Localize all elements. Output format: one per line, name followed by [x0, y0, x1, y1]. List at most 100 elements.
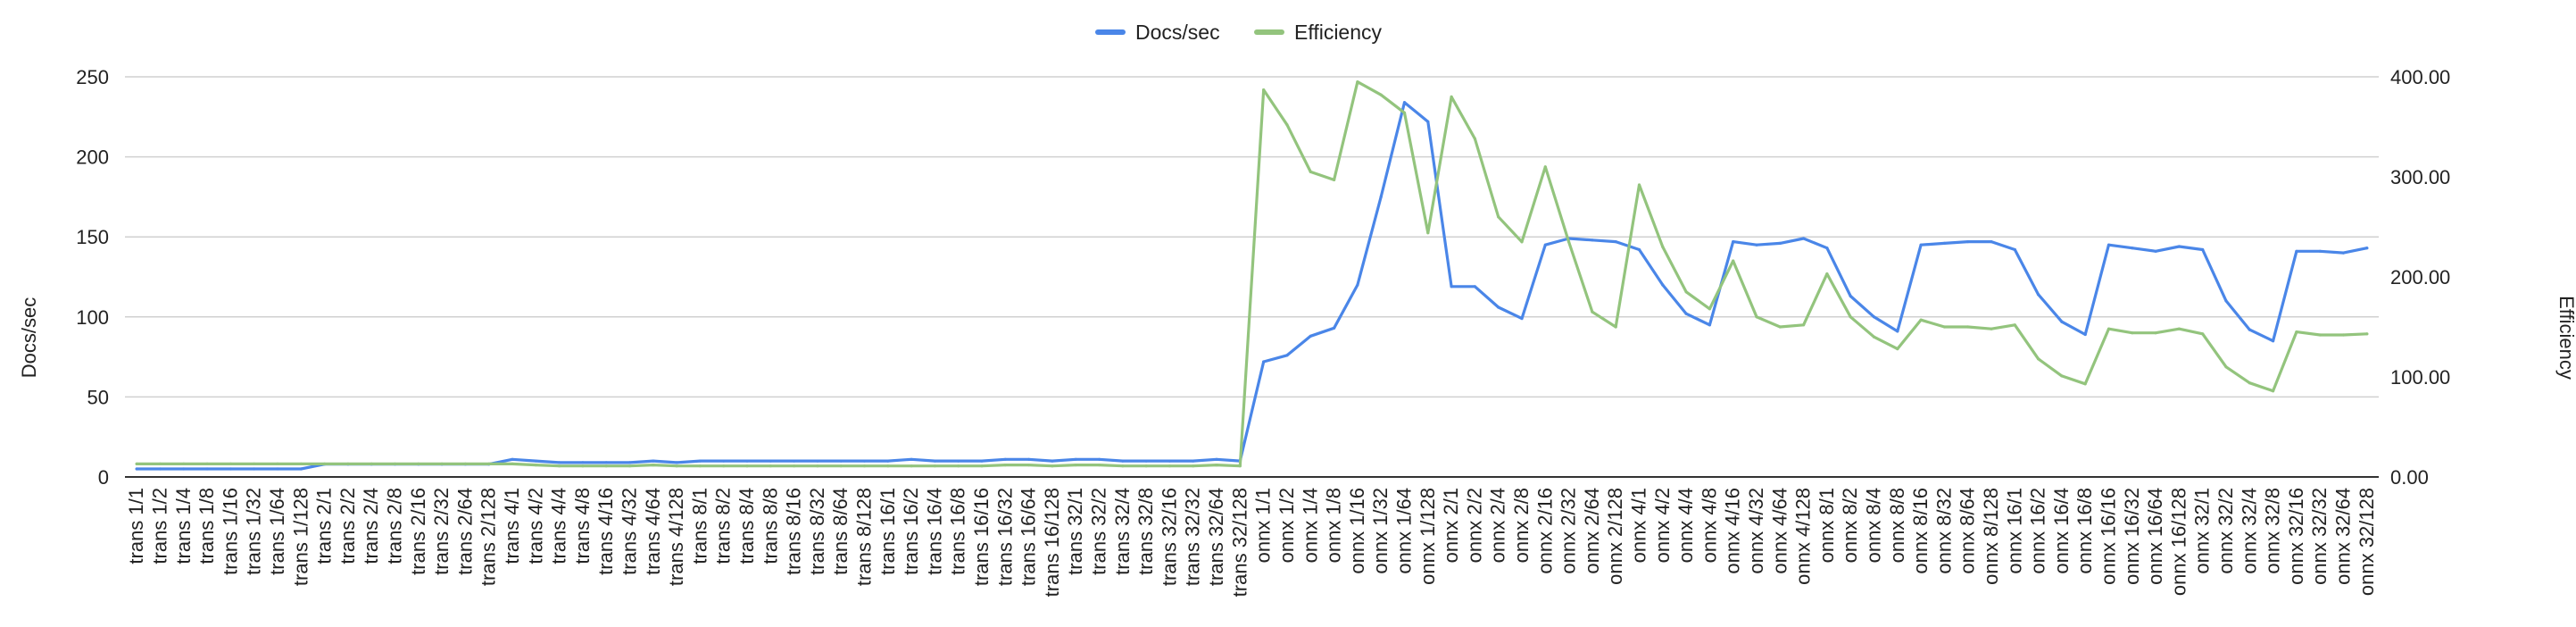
data-point-efficiency: [698, 464, 702, 468]
x-tick-label: trans 8/64: [829, 488, 852, 575]
data-point-efficiency: [135, 462, 138, 466]
x-tick-label: trans 4/4: [548, 488, 570, 564]
data-point-docs-sec: [1990, 240, 1993, 244]
x-tick-label: onnx 32/32: [2308, 488, 2331, 585]
data-point-docs-sec: [1591, 238, 1594, 242]
x-axis: trans 1/1 trans 1/2 trans 1/4 trans 1/8 tran…: [125, 488, 2378, 597]
data-point-efficiency: [2365, 332, 2369, 336]
data-point-efficiency: [1567, 240, 1571, 244]
data-point-efficiency: [1450, 95, 1453, 98]
x-tick-label: onnx 16/128: [2167, 488, 2190, 596]
data-point-efficiency: [1333, 178, 1336, 181]
x-tick-label: onnx 32/1: [2191, 488, 2214, 574]
data-point-docs-sec: [2013, 247, 2016, 252]
data-point-docs-sec: [1333, 326, 1336, 330]
x-tick-label: onnx 16/8: [2073, 488, 2096, 574]
y2-tick-label: 300.00: [2390, 166, 2450, 188]
data-point-efficiency: [957, 464, 960, 468]
data-point-efficiency: [1426, 231, 1430, 235]
data-point-efficiency: [2177, 327, 2181, 330]
data-point-efficiency: [1121, 464, 1125, 468]
data-point-efficiency: [1097, 464, 1101, 467]
data-point-efficiency: [2060, 374, 2064, 378]
x-tick-label: trans 4/32: [618, 488, 640, 575]
data-point-docs-sec: [745, 459, 749, 463]
data-point-docs-sec: [1003, 457, 1007, 461]
data-point-docs-sec: [2295, 249, 2298, 253]
x-tick-label: trans 1/64: [266, 488, 288, 575]
data-point-docs-sec: [253, 467, 256, 471]
x-tick-label: onnx 8/16: [1909, 488, 1932, 574]
data-point-efficiency: [276, 462, 279, 466]
data-point-docs-sec: [1379, 195, 1383, 198]
data-point-efficiency: [370, 462, 373, 466]
data-point-docs-sec: [558, 461, 561, 464]
data-point-efficiency: [558, 464, 561, 468]
y2-tick-label: 100.00: [2390, 366, 2450, 389]
x-tick-label: trans 32/128: [1228, 488, 1251, 597]
data-point-docs-sec: [534, 459, 537, 463]
data-point-efficiency: [511, 462, 514, 466]
data-point-efficiency: [2131, 331, 2134, 335]
y-axis-title: Docs/sec: [18, 297, 40, 378]
y-tick-label: 0: [98, 466, 109, 489]
x-tick-label: trans 8/4: [735, 488, 758, 564]
x-tick-label: onnx 1/32: [1369, 488, 1392, 574]
data-point-efficiency: [604, 464, 608, 468]
x-tick-label: onnx 8/128: [1980, 488, 2002, 585]
y-tick-label: 250: [76, 66, 109, 88]
data-point-efficiency: [2013, 323, 2016, 327]
x-tick-label: onnx 16/64: [2144, 488, 2166, 585]
x-tick-label: onnx 1/2: [1276, 488, 1298, 563]
data-point-docs-sec: [1426, 120, 1430, 123]
data-point-docs-sec: [2201, 247, 2205, 252]
right-y-axis: 0.00 100.00 200.00 300.00 400.00: [2390, 66, 2450, 489]
data-point-efficiency: [745, 464, 749, 468]
data-point-docs-sec: [1192, 459, 1195, 463]
x-tick-label: trans 8/16: [783, 488, 805, 575]
data-point-efficiency: [910, 464, 913, 468]
x-tick-label: trans 2/2: [337, 488, 359, 564]
x-tick-label: onnx 8/4: [1863, 488, 1885, 563]
x-tick-label: trans 1/128: [289, 488, 312, 586]
x-tick-label: trans 1/32: [243, 488, 265, 575]
data-point-efficiency: [463, 462, 468, 466]
data-point-efficiency: [1872, 335, 1876, 339]
data-point-efficiency: [1192, 464, 1195, 468]
gridlines: [125, 76, 2379, 478]
data-point-efficiency: [1168, 464, 1171, 468]
x-tick-label: onnx 32/8: [2262, 488, 2284, 574]
data-point-docs-sec: [793, 459, 796, 463]
data-point-efficiency: [1614, 325, 1617, 329]
x-tick-label: trans 32/32: [1182, 488, 1204, 586]
data-point-efficiency: [886, 464, 890, 468]
data-point-docs-sec: [1520, 317, 1524, 321]
x-tick-label: onnx 4/2: [1651, 488, 1674, 563]
data-point-docs-sec: [957, 459, 960, 463]
data-point-efficiency: [1473, 137, 1476, 140]
data-point-efficiency: [1966, 325, 1970, 329]
y2-tick-label: 400.00: [2390, 66, 2450, 88]
data-point-efficiency: [1285, 123, 1289, 127]
data-point-docs-sec: [299, 467, 303, 471]
data-point-docs-sec: [1637, 247, 1641, 252]
data-point-docs-sec: [1497, 305, 1500, 309]
data-point-efficiency: [1027, 464, 1031, 467]
x-tick-label: onnx 1/8: [1323, 488, 1345, 563]
data-point-docs-sec: [1262, 360, 1266, 364]
data-point-efficiency: [1896, 347, 1899, 351]
y-tick-label: 50: [87, 386, 109, 408]
x-tick-label: onnx 2/4: [1487, 488, 1509, 563]
data-point-efficiency: [652, 464, 655, 467]
data-point-efficiency: [1238, 464, 1242, 468]
legend: Docs/sec Efficiency: [1095, 21, 1383, 44]
data-point-efficiency: [675, 464, 678, 468]
data-point-docs-sec: [158, 467, 162, 471]
data-point-docs-sec: [1074, 457, 1077, 461]
y2-tick-label: 200.00: [2390, 266, 2450, 288]
data-point-efficiency: [1708, 307, 1711, 311]
data-point-docs-sec: [1614, 240, 1617, 244]
data-point-efficiency: [769, 464, 772, 468]
data-point-efficiency: [1591, 310, 1594, 314]
x-tick-label: trans 32/4: [1111, 488, 1134, 575]
